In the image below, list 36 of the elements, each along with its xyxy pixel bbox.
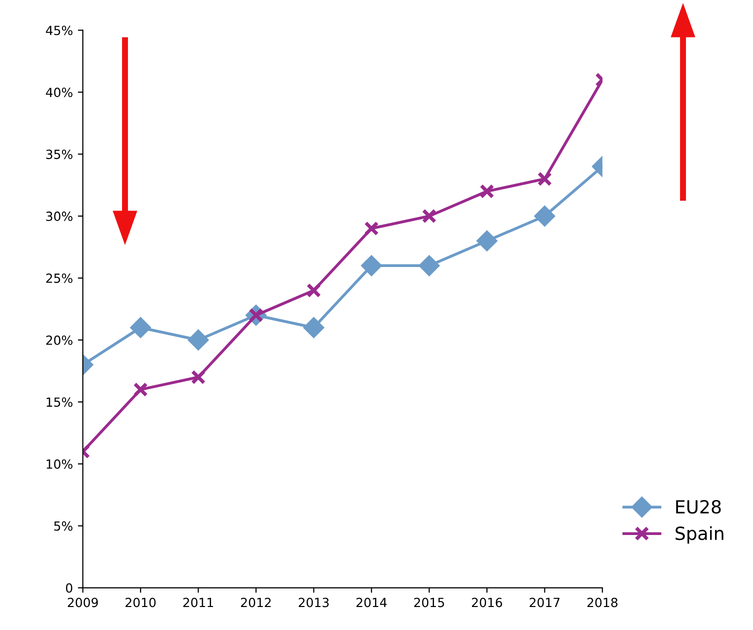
- point: [422, 208, 436, 224]
- x-tick-label: 2011: [183, 598, 214, 608]
- x-tick-label: 2018: [587, 598, 618, 608]
- x-tick-label: 2017: [530, 598, 560, 608]
- point: [303, 317, 324, 338]
- y-tick-label: 10%: [46, 459, 72, 469]
- point: [364, 221, 379, 236]
- y-tick-label: 0: [66, 583, 72, 593]
- point: [476, 230, 498, 252]
- point: [537, 172, 552, 186]
- x-tick-label: 2010: [126, 598, 156, 608]
- y-tick-label: 5%: [54, 521, 72, 531]
- point: [418, 255, 440, 276]
- y-tick-label: 20%: [46, 335, 72, 345]
- y-tick-label: 30%: [46, 212, 72, 222]
- point: [188, 329, 209, 351]
- y-tick-label: 45%: [46, 26, 72, 36]
- legend-label: EU28: [676, 500, 721, 514]
- y-tick-label: 25%: [46, 274, 72, 283]
- x-tick-label: 2015: [414, 598, 444, 608]
- point: [480, 184, 494, 199]
- point: [360, 255, 382, 276]
- y-tick-label: 15%: [46, 397, 72, 407]
- point: [534, 206, 556, 227]
- x-tick-label: 2009: [68, 598, 98, 608]
- point: [306, 283, 322, 298]
- x-tick-label: 2012: [241, 598, 271, 608]
- point: [133, 382, 148, 397]
- x-tick-label: 2013: [298, 598, 329, 608]
- x-tick-label: 2014: [356, 598, 387, 608]
- point: [191, 370, 206, 384]
- y-tick-label: 40%: [46, 88, 72, 98]
- x-tick-label: 2016: [472, 598, 502, 608]
- legend-label: Spain: [676, 526, 724, 544]
- point: [130, 317, 152, 338]
- y-tick-label: 35%: [46, 150, 72, 160]
